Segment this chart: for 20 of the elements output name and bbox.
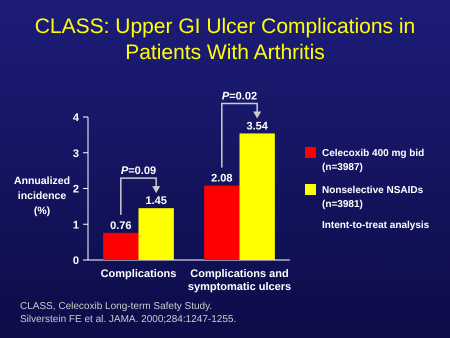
y-tick-label: 1 bbox=[72, 219, 79, 232]
chart-title: CLASS: Upper GI Ulcer Complications in Patients With Arthritis bbox=[34, 15, 416, 64]
x-tick-label: Complications and symptomatic ulcers bbox=[188, 268, 292, 293]
y-tick-label: 0 bbox=[72, 255, 79, 267]
legend-label: Nonselective NSAIDs (n=3981) bbox=[322, 185, 424, 210]
x-tick-label: Complications bbox=[100, 268, 176, 280]
text: P=0.02 bbox=[222, 90, 258, 102]
y-tick-label: 2 bbox=[72, 184, 79, 196]
data-label: 1.45 bbox=[145, 195, 167, 208]
text: Intent-to-treat analysis bbox=[322, 220, 430, 231]
data-label: 0.76 bbox=[110, 220, 132, 232]
y-axis-title: Annualized incidence (%) bbox=[14, 175, 70, 217]
text: CLASS, Celecoxib Long-term Safety Study. bbox=[20, 301, 212, 312]
annotation: P=0.09 bbox=[120, 165, 156, 178]
data-label: 3.54 bbox=[246, 120, 269, 132]
y-tick-label: 4 bbox=[72, 112, 80, 124]
y-tick-label: 3 bbox=[72, 148, 79, 160]
legend-label: Celecoxib 400 mg bid (n=3987) bbox=[322, 148, 424, 173]
data-label: 2.08 bbox=[211, 172, 233, 185]
text: Silverstein FE et al. JAMA. 2000;284:1247-1255. bbox=[20, 314, 236, 325]
